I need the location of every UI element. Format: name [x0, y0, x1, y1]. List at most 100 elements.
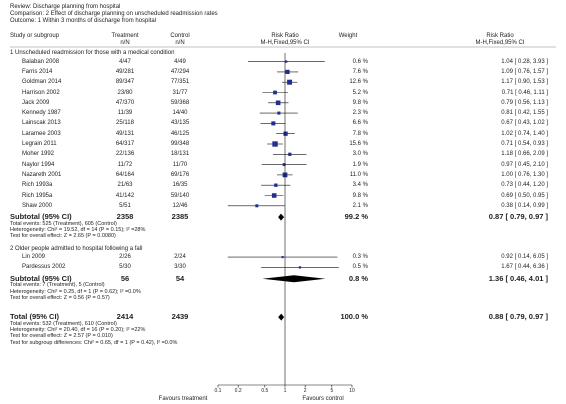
- study-treatment: 11/72: [117, 161, 133, 168]
- study-weight: 3.0 %: [352, 151, 368, 158]
- study-control: 2/24: [174, 254, 186, 261]
- subgroup-note: Total events: 7 (Treatment), 5 (Control): [10, 282, 105, 289]
- subgroup-heading: 2 Older people admitted to hospital foll…: [10, 245, 143, 252]
- study-name: Goldman 2014: [22, 79, 62, 86]
- study-treatment: 5/30: [119, 264, 131, 271]
- subtotal-control: 54: [175, 273, 185, 283]
- column-header-treatment-n: n/N: [120, 40, 130, 46]
- study-treatment: 5/51: [119, 202, 131, 209]
- point-estimate: [275, 100, 281, 106]
- study-control: 4/49: [174, 58, 186, 65]
- study-rr-text: 1.18 [ 0.66, 2.09 ]: [501, 151, 548, 158]
- study-control: 59/140: [170, 192, 190, 199]
- study-control: 77/351: [170, 79, 190, 86]
- column-header-method: M-H,Fixed,95% CI: [260, 40, 310, 46]
- subgroup-note: Test for overall effect: Z = 0.56 (P = 0…: [10, 294, 110, 301]
- study-weight: 2.3 %: [352, 110, 368, 117]
- point-estimate: [281, 256, 284, 259]
- study-weight: 9.8 %: [352, 99, 368, 106]
- study-rr-text: 1.02 [ 0.74, 1.40 ]: [501, 130, 548, 137]
- study-rr-text: 0.92 [ 0.14, 6.05 ]: [501, 254, 548, 261]
- study-treatment: 4/47: [119, 58, 131, 65]
- study-control: 3/30: [174, 264, 186, 271]
- subgroup-note: Heterogeneity: Chi² = 0.25, df = 1 (P = …: [10, 288, 141, 295]
- study-weight: 7.8 %: [352, 130, 368, 137]
- x-tick-label: 0.5: [261, 388, 269, 394]
- study-treatment: 64/317: [115, 141, 135, 147]
- study-name: Rich 1995a: [22, 192, 53, 199]
- study-control: 14/40: [172, 110, 188, 117]
- study-weight: 15.6 %: [349, 141, 368, 147]
- point-estimate: [298, 266, 302, 269]
- subgroup-note: Total events: 525 (Treatment), 605 (Cont…: [10, 220, 117, 227]
- study-rr-text: 0.73 [ 0.44, 1.20 ]: [501, 182, 548, 189]
- subtotal-rr-text: 1.36 [ 0.46, 4.01 ]: [488, 273, 548, 283]
- study-weight: 2.1 %: [352, 202, 368, 209]
- study-weight: 12.6 %: [349, 79, 368, 86]
- subtotal-treatment: 2358: [116, 212, 134, 222]
- point-estimate: [255, 204, 259, 208]
- study-rr-text: 0.67 [ 0.43, 1.02 ]: [501, 120, 548, 127]
- subgroup-heading: 1 Unscheduled readmission for those with…: [10, 50, 175, 56]
- study-control: 46/125: [170, 130, 190, 137]
- column-header-control: Control: [170, 33, 190, 39]
- study-name: Farris 2014: [22, 68, 53, 75]
- study-control: 99/348: [170, 141, 190, 147]
- study-control: 47/294: [170, 68, 190, 75]
- study-treatment: 11/39: [117, 110, 133, 117]
- study-weight: 1.9 %: [352, 161, 368, 168]
- study-weight: 0.5 %: [352, 264, 368, 271]
- study-name: Laramee 2003: [22, 130, 61, 137]
- x-tick-label: 1: [283, 388, 287, 394]
- study-name: Balaban 2008: [22, 58, 60, 65]
- study-rr-text: 0.97 [ 0.45, 2.10 ]: [501, 161, 548, 168]
- x-tick-label: 0.2: [234, 388, 242, 394]
- total-rr-text: 0.88 [ 0.79, 0.97 ]: [488, 312, 548, 322]
- summary-diamond: [262, 275, 326, 283]
- study-rr-text: 0.38 [ 0.14, 0.99 ]: [501, 202, 548, 209]
- subtotal-weight: 99.2 %: [344, 212, 368, 222]
- study-control: 31/77: [172, 89, 188, 96]
- study-treatment: 47/370: [115, 99, 135, 106]
- total-note: Test for overall effect: Z = 2.57 (P = 0…: [10, 333, 113, 340]
- study-weight: 0.6 %: [352, 58, 368, 65]
- study-name: Legrain 2011: [22, 141, 57, 147]
- column-header-method-right: M-H,Fixed,95% CI: [475, 40, 525, 46]
- study-treatment: 25/118: [116, 120, 134, 127]
- comparison-title: Comparison: 2 Effect of discharge planni…: [10, 11, 218, 17]
- total-label: Total (95% CI): [10, 312, 60, 322]
- point-estimate: [282, 163, 286, 167]
- subgroup-note: Test for overall effect: Z = 2.65 (P = 0…: [10, 233, 116, 240]
- study-name: Shaw 2000: [22, 202, 53, 209]
- point-estimate: [271, 121, 276, 126]
- column-header-risk-ratio: Risk Ratio: [271, 33, 299, 39]
- study-control: 69/176: [170, 171, 190, 178]
- study-rr-text: 0.79 [ 0.56, 1.13 ]: [501, 99, 548, 106]
- study-name: Jack 2009: [22, 99, 50, 106]
- study-name: Lainscak 2013: [22, 120, 61, 127]
- subtotal-treatment: 56: [120, 273, 130, 283]
- column-header-risk-ratio-right: Risk Ratio: [486, 33, 514, 39]
- study-treatment: 49/281: [115, 68, 135, 75]
- study-control: 16/35: [172, 182, 188, 189]
- study-treatment: 22/136: [115, 151, 135, 158]
- x-tick-label: 0.1: [214, 388, 222, 394]
- point-estimate: [287, 79, 293, 85]
- study-name: Pardessus 2002: [22, 264, 66, 271]
- study-weight: 11.0 %: [349, 171, 368, 178]
- point-estimate: [271, 193, 277, 198]
- outcome-title: Outcome: 1 Within 3 months of discharge …: [10, 18, 157, 24]
- study-treatment: 21/63: [117, 182, 133, 189]
- x-tick-label: 2: [303, 388, 307, 394]
- study-name: Lin 2009: [22, 254, 46, 261]
- total-note: Heterogeneity: Chi² = 20.40, df = 16 (P …: [10, 326, 146, 333]
- total-weight: 100.0 %: [340, 312, 368, 322]
- point-estimate: [277, 111, 281, 115]
- study-treatment: 41/142: [115, 192, 135, 199]
- subtotal-rr-text: 0.87 [ 0.79, 0.97 ]: [488, 212, 548, 222]
- total-control: 2439: [171, 312, 189, 322]
- study-control: 59/368: [170, 99, 190, 106]
- study-weight: 7.6 %: [352, 68, 368, 75]
- study-rr-text: 1.17 [ 0.90, 1.53 ]: [501, 79, 548, 86]
- study-treatment: 49/131: [115, 130, 135, 137]
